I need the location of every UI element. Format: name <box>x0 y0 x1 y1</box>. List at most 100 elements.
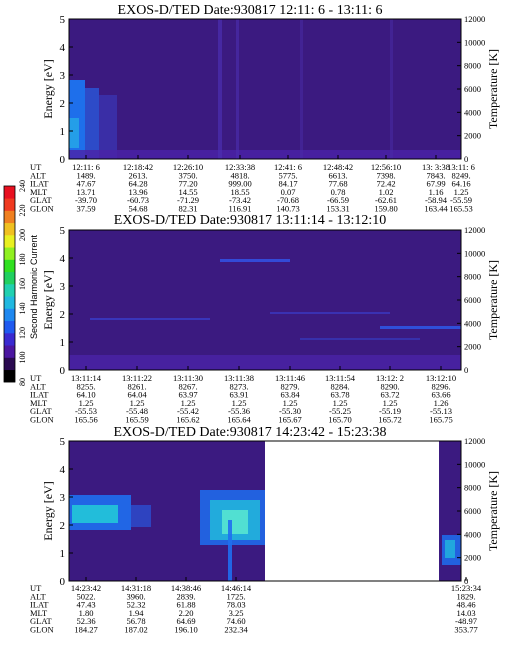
table-cell: -66.59 <box>327 195 349 205</box>
table-cell: -48.97 <box>455 616 477 626</box>
table-cell: 12:18:42 <box>123 162 153 172</box>
y2tick-label: 4000 <box>464 318 481 328</box>
table-cell: 48.46 <box>456 600 475 610</box>
colorbar-tick-label: 120 <box>18 327 27 339</box>
panel-3-heatmap-features <box>69 441 461 581</box>
table-cell: 1.25 <box>181 398 196 408</box>
table-cell: 165.64 <box>227 415 251 425</box>
y2tick-label: 12000 <box>464 436 485 446</box>
table-cell: 12:41: 6 <box>274 162 302 172</box>
table-cell: 1.25 <box>283 398 298 408</box>
panel-3: EXOS-D/TED Date:930817 14:23:42 - 15:23:… <box>30 425 500 635</box>
colorbar-stripe <box>4 369 15 383</box>
table-cell: 116.91 <box>228 204 251 214</box>
table-cell: -55.19 <box>379 406 401 416</box>
table-cell: 1.25 <box>454 187 469 197</box>
ytick-label: 4 <box>60 42 66 54</box>
table-cell: 165.59 <box>125 415 148 425</box>
table-cell: 64.04 <box>127 390 147 400</box>
colorbar: 80 100 120 140 160 180 200 220 240 Second Harmon… <box>3 180 39 386</box>
y2tick-label: 2000 <box>464 131 481 141</box>
table-cell: 1.80 <box>79 608 94 618</box>
table-cell: 187.02 <box>124 625 147 635</box>
table-cell: 37.59 <box>76 204 95 214</box>
ytick-label: 2 <box>60 309 66 321</box>
table-cell: 999.00 <box>228 179 251 189</box>
colorbar-tick-label: 140 <box>18 303 27 315</box>
colorbar-tick-label: 80 <box>18 378 27 386</box>
ytick-label: 5 <box>60 225 66 237</box>
table-cell: 1.25 <box>232 398 247 408</box>
table-cell: -71.29 <box>177 195 199 205</box>
table-cell: 47.43 <box>76 600 95 610</box>
table-cell: 13:11:38 <box>224 373 254 383</box>
table-cell: -55.53 <box>75 406 97 416</box>
table-cell: 165.62 <box>176 415 199 425</box>
panel-3-title: EXOS-D/TED Date:930817 14:23:42 - 15:23:… <box>114 425 387 440</box>
colorbar-stripe <box>4 308 15 322</box>
table-cell: -55.42 <box>177 406 199 416</box>
ytick-label: 2 <box>60 98 66 110</box>
colorbar-stripe <box>4 320 15 334</box>
table-cell: 8290. <box>380 381 399 391</box>
colorbar-label: Second Harmonic Current <box>29 234 39 339</box>
table-cell: 1.02 <box>379 187 394 197</box>
table-cell: 77.20 <box>178 179 197 189</box>
table-cell: 3750. <box>178 170 197 180</box>
table-cell: 2613. <box>128 170 147 180</box>
table-cell: 74.60 <box>226 616 245 626</box>
ytick-label: 1 <box>60 337 66 349</box>
y2tick-label: 0 <box>464 576 468 586</box>
table-cell: 3.25 <box>229 608 244 618</box>
table-row-label: ILAT <box>30 390 49 400</box>
table-row-label: UT <box>30 373 42 383</box>
table-cell: 18.55 <box>230 187 249 197</box>
table-cell: 1489. <box>76 170 95 180</box>
table-row-label: GLAT <box>30 616 53 626</box>
table-cell: -55.25 <box>329 406 351 416</box>
colorbar-stripe <box>4 198 15 211</box>
ytick-label: 3 <box>60 70 66 82</box>
ytick-label: 5 <box>60 14 66 26</box>
table-cell: 5775. <box>278 170 297 180</box>
ytick-label: 4 <box>60 464 66 476</box>
table-cell: 64.10 <box>76 390 95 400</box>
panel-2: EXOS-D/TED Date:930817 13:11:14 - 13:12:… <box>30 213 500 425</box>
table-cell: 54.68 <box>128 204 147 214</box>
table-cell: 7398. <box>376 170 395 180</box>
ytick-label: 1 <box>60 548 66 560</box>
table-cell: 8267. <box>178 381 197 391</box>
table-cell: 1725. <box>226 591 245 601</box>
y2tick-label: 12000 <box>464 225 485 235</box>
y2tick-label: 2000 <box>464 553 481 563</box>
table-cell: 184.27 <box>74 625 97 635</box>
colorbar-tick-label: 160 <box>18 278 27 290</box>
table-cell: 13:12: 2 <box>376 373 404 383</box>
table-cell: 5022. <box>76 591 95 601</box>
colorbar-stripe <box>4 284 15 297</box>
table-cell: 13.96 <box>128 187 147 197</box>
table-cell: -55.30 <box>279 406 301 416</box>
table-row-label: MLT <box>30 187 48 197</box>
table-cell: -39.70 <box>75 195 97 205</box>
table-cell: 63.91 <box>229 390 248 400</box>
table-row-label: UT <box>30 583 42 593</box>
table-cell: 8296. <box>431 381 450 391</box>
panel-3-y2label: Temperature [K] <box>486 471 500 551</box>
table-cell: 14:23:42 <box>71 583 101 593</box>
table-row-label: GLAT <box>30 195 53 205</box>
table-cell: 232.34 <box>224 625 248 635</box>
table-cell: 8249. <box>451 170 470 180</box>
y2tick-label: 8000 <box>464 272 481 282</box>
table-cell: 153.31 <box>326 204 349 214</box>
colorbar-tick-label: 180 <box>18 254 27 266</box>
panel-1: EXOS-D/TED Date:930817 12:11: 6 - 13:11:… <box>30 3 500 214</box>
table-cell: 8284. <box>330 381 349 391</box>
y2tick-label: 2000 <box>464 342 481 352</box>
table-cell: -58.94 <box>425 195 448 205</box>
table-cell: 3960. <box>126 591 145 601</box>
table-cell: 15:23:34 <box>451 583 482 593</box>
table-row-label: GLAT <box>30 406 53 416</box>
ytick-label: 0 <box>60 576 66 588</box>
